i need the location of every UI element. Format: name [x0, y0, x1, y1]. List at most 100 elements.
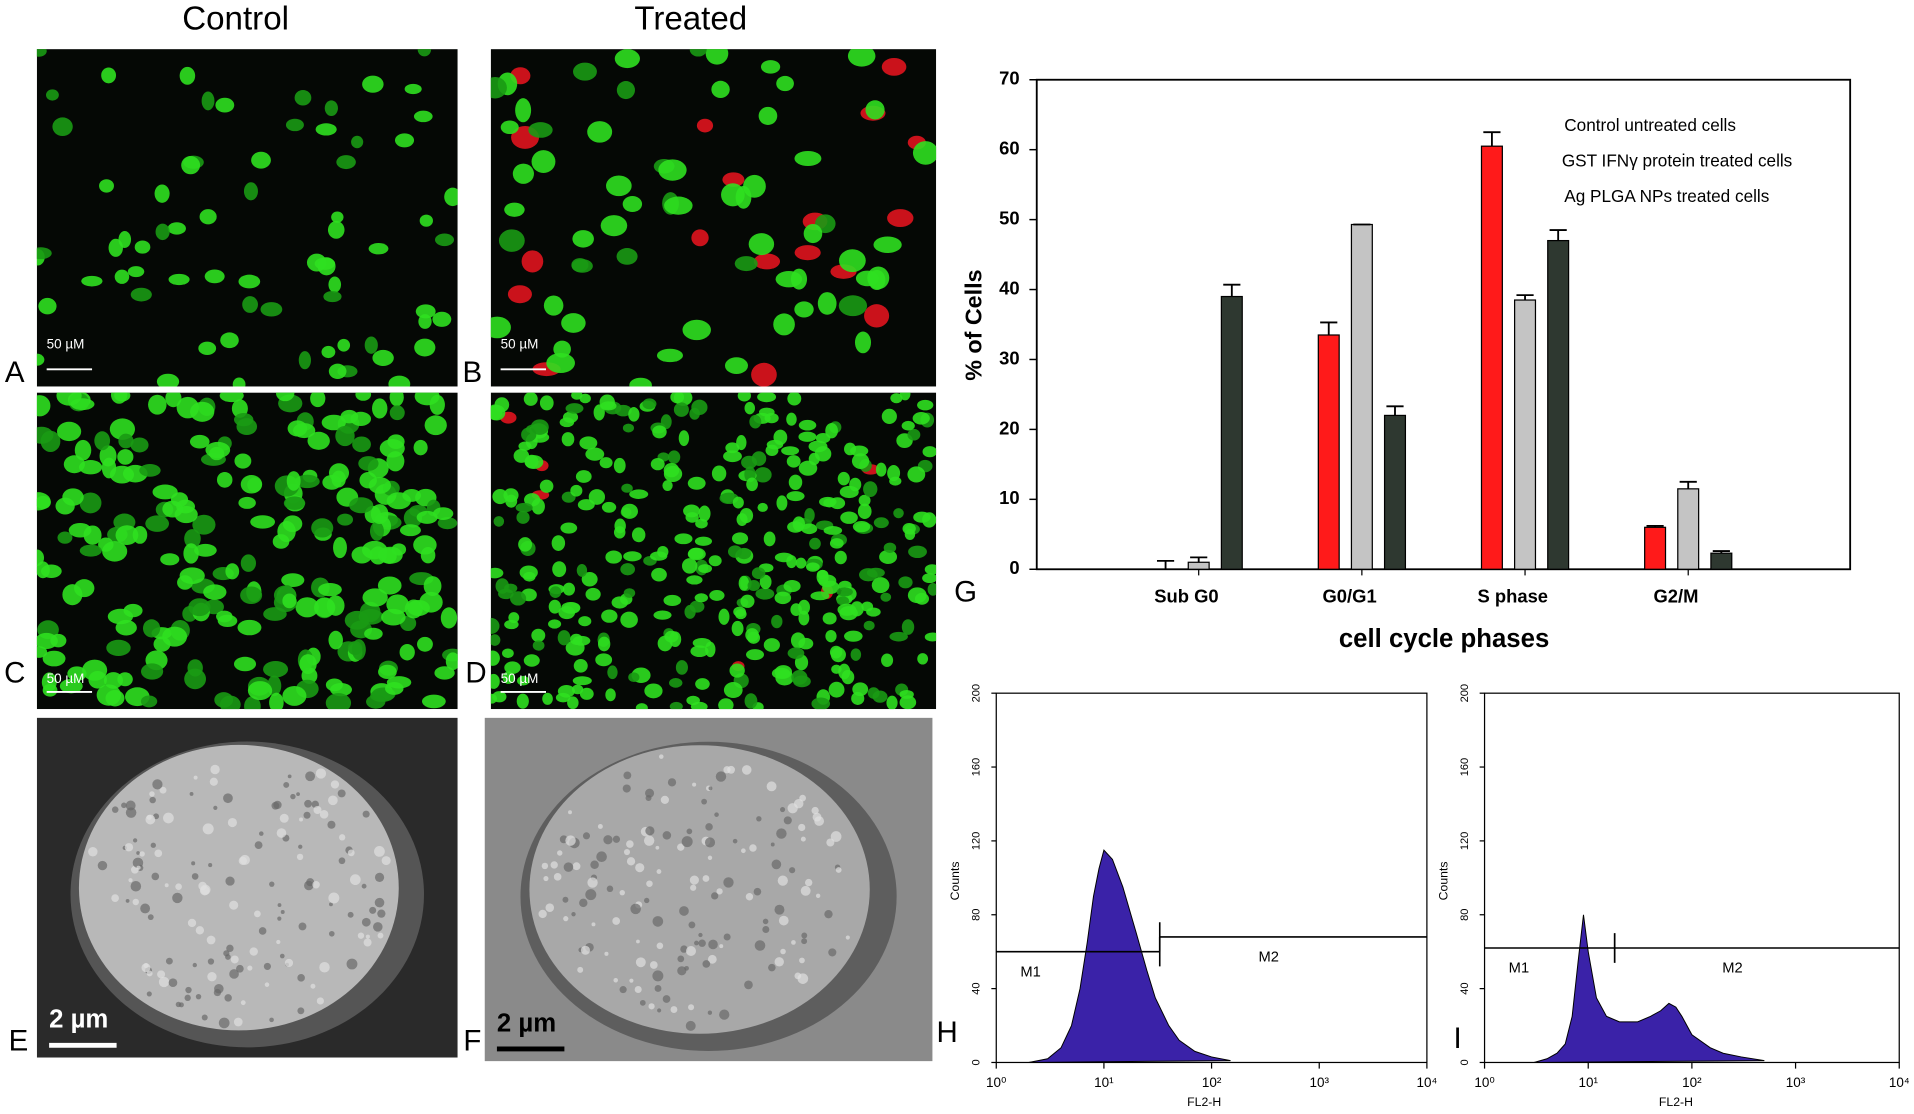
- cell: [369, 521, 384, 541]
- pore: [824, 910, 833, 919]
- pore: [565, 835, 576, 846]
- cell: [419, 214, 433, 227]
- pore: [225, 876, 235, 886]
- cell: [798, 637, 814, 650]
- cell: [127, 266, 145, 278]
- cell: [585, 587, 601, 601]
- cell: [63, 455, 85, 474]
- cell: [515, 502, 533, 513]
- pore: [630, 903, 641, 915]
- pore: [741, 848, 746, 854]
- pore: [654, 985, 662, 992]
- pore: [236, 964, 244, 973]
- cell: [922, 446, 937, 458]
- cell: [102, 541, 128, 562]
- cell: [368, 242, 389, 255]
- pore: [799, 794, 806, 802]
- pore: [315, 768, 327, 779]
- pore: [277, 903, 282, 907]
- pore: [619, 986, 627, 994]
- y-tick-label: 60: [999, 138, 1019, 159]
- micrograph-bg: [490, 49, 937, 387]
- cell: [922, 573, 937, 584]
- cell: [690, 645, 709, 658]
- pore: [283, 781, 290, 788]
- pore: [303, 811, 311, 819]
- pore: [276, 939, 281, 945]
- pore: [714, 812, 719, 817]
- pore: [168, 978, 178, 988]
- cell: [523, 654, 540, 667]
- cell: [831, 664, 842, 674]
- cell: [562, 411, 579, 423]
- cell: [372, 398, 388, 419]
- pore: [646, 880, 653, 887]
- cell: [757, 502, 768, 512]
- pore: [557, 850, 563, 856]
- cell: [644, 683, 663, 699]
- pore: [229, 969, 239, 979]
- cell: [503, 488, 519, 503]
- cell: [917, 399, 934, 411]
- y-axis-label: % of Cells: [961, 269, 987, 380]
- cell: [281, 573, 305, 587]
- cell: [331, 211, 344, 223]
- x-tick-label: 10⁰: [986, 1075, 1006, 1090]
- cell: [517, 675, 530, 686]
- cell: [902, 522, 916, 535]
- cell: [579, 687, 594, 700]
- cell: [561, 313, 586, 333]
- cell: [595, 653, 613, 667]
- pore: [207, 972, 217, 982]
- cell: [36, 632, 58, 650]
- pore: [623, 848, 631, 856]
- cell: [751, 567, 766, 580]
- cell: [524, 455, 544, 469]
- gate-label: M1: [1020, 964, 1040, 980]
- pore: [582, 832, 591, 840]
- cell: [413, 110, 433, 123]
- x-tick-label: 10²: [1682, 1075, 1702, 1090]
- cell: [498, 588, 514, 600]
- cell: [57, 531, 73, 544]
- cell: [108, 238, 123, 257]
- x-tick-label: 10⁴: [1889, 1075, 1910, 1090]
- pore: [328, 930, 335, 937]
- cell: [234, 412, 254, 427]
- pore: [639, 999, 646, 1006]
- cell: [184, 529, 201, 549]
- cell: [115, 525, 139, 546]
- pore: [778, 915, 789, 926]
- cell: [811, 697, 831, 710]
- cell: [689, 49, 707, 57]
- cell: [328, 630, 343, 650]
- pore: [707, 954, 717, 964]
- cell: [840, 511, 858, 524]
- gate-marker: [1484, 933, 1616, 963]
- pore: [723, 766, 731, 774]
- cell: [829, 538, 844, 549]
- pore: [545, 903, 555, 912]
- cell: [814, 446, 832, 462]
- pore: [801, 932, 808, 939]
- cell: [36, 549, 45, 567]
- cell: [444, 187, 458, 207]
- cell: [299, 654, 317, 674]
- cell: [167, 222, 186, 235]
- cell: [599, 457, 613, 469]
- cell: [237, 619, 262, 636]
- pore: [298, 922, 307, 931]
- cell: [722, 172, 745, 187]
- cell: [531, 628, 546, 643]
- cell: [292, 423, 316, 439]
- pore: [175, 883, 182, 891]
- pore: [777, 875, 788, 886]
- legend-entry: GST IFNγ protein treated cells: [1562, 150, 1792, 170]
- cell: [748, 233, 775, 256]
- cell: [141, 663, 164, 680]
- cell: [698, 505, 711, 522]
- pore: [732, 838, 738, 844]
- cell: [698, 564, 713, 574]
- cell: [36, 395, 51, 417]
- x-tick-label: G2/M: [1653, 585, 1698, 606]
